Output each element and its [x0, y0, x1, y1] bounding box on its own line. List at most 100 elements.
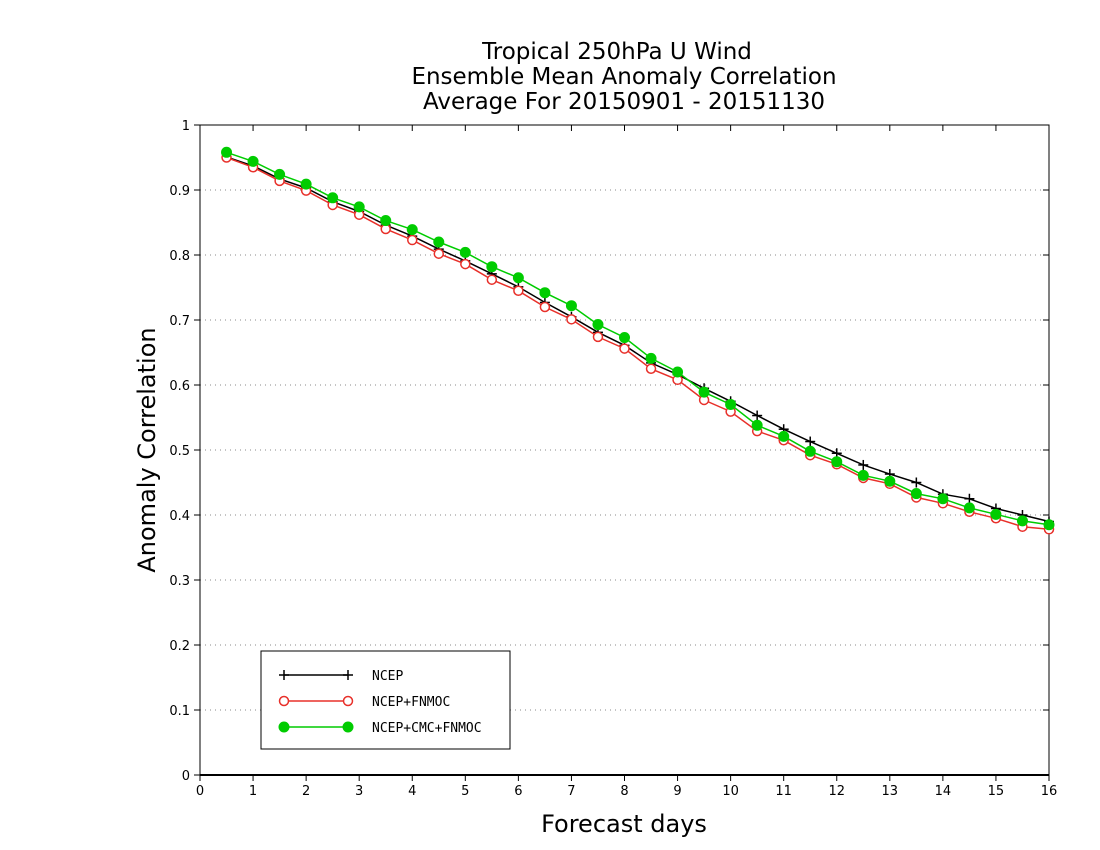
data-point: [512, 272, 524, 284]
data-point: [937, 493, 949, 505]
y-axis-title: Anomaly Correlation: [133, 327, 161, 572]
legend-label: NCEP: [372, 669, 403, 684]
data-point: [963, 502, 975, 514]
data-point: [725, 399, 737, 410]
x-tick-label: 5: [461, 784, 469, 799]
data-point: [778, 430, 790, 442]
data-point: [513, 285, 524, 296]
data-point: [380, 215, 392, 227]
legend-marker: [278, 695, 290, 707]
x-tick-label: 9: [673, 784, 681, 799]
x-tick-label: 4: [408, 784, 416, 799]
data-point: [804, 445, 816, 457]
title-line-1: Tropical 250hPa U Wind: [481, 39, 752, 65]
x-tick-label: 1: [249, 784, 257, 799]
legend: NCEP NCEP+FNMOC NCEP+CMC+FNMOC: [260, 650, 511, 750]
x-tick-label: 16: [1041, 784, 1058, 799]
series-1: [221, 152, 1055, 535]
legend-box: [260, 650, 511, 750]
data-point: [300, 178, 312, 190]
data-point: [407, 234, 418, 246]
data-point: [990, 508, 1002, 520]
legend-marker: [279, 670, 289, 680]
x-tick-label: 7: [567, 784, 575, 799]
legend-item: NCEP+CMC+FNMOC: [278, 721, 482, 736]
series-lines: [221, 146, 1055, 535]
x-tick-label: 14: [935, 784, 952, 799]
x-tick-label: 12: [828, 784, 845, 799]
data-point: [539, 287, 551, 299]
series-2: [221, 146, 1055, 531]
legend-marker: [342, 721, 354, 733]
title-line-3: Average For 20150901 - 20151130: [423, 89, 825, 115]
x-tick-label: 15: [988, 784, 1005, 799]
x-tick-label: 3: [355, 784, 363, 799]
data-point: [831, 456, 843, 468]
data-point: [805, 436, 816, 447]
data-point: [566, 314, 577, 325]
data-point: [486, 274, 498, 285]
data-point: [406, 224, 418, 236]
x-tick-label: 8: [620, 784, 628, 799]
y-tick-label: 0.7: [169, 314, 190, 329]
y-tick-label: 1: [182, 119, 190, 134]
data-point: [645, 363, 657, 374]
data-point: [752, 410, 763, 421]
data-point: [857, 469, 869, 481]
data-point: [539, 301, 551, 313]
data-point: [433, 248, 445, 259]
data-point: [353, 201, 365, 213]
data-point: [327, 192, 339, 204]
data-point: [486, 261, 498, 273]
data-point: [221, 146, 233, 158]
y-tick-label: 0: [182, 769, 190, 784]
y-tick-label: 0.5: [169, 444, 190, 459]
x-tick-label: 13: [882, 784, 899, 799]
data-point: [460, 258, 471, 270]
legend-label: NCEP+FNMOC: [372, 695, 450, 710]
data-point: [433, 236, 445, 248]
x-tick-label: 10: [722, 784, 739, 799]
data-point: [911, 477, 922, 488]
y-tick-label: 0.2: [169, 639, 190, 654]
x-tick-label: 11: [775, 784, 792, 799]
series-line: [226, 156, 1050, 531]
data-point: [619, 343, 630, 354]
data-point: [645, 352, 657, 364]
data-point: [565, 300, 577, 312]
data-point: [751, 419, 763, 431]
title-line-2: Ensemble Mean Anomaly Correlation: [411, 64, 836, 90]
chart-title: Tropical 250hPa U Wind Ensemble Mean Ano…: [411, 39, 836, 115]
legend-marker: [343, 670, 353, 680]
data-point: [459, 246, 471, 258]
y-tick-label: 0.8: [169, 249, 190, 264]
legend-item: NCEP+FNMOC: [278, 695, 450, 710]
data-point: [1043, 519, 1055, 531]
y-tick-label: 0.1: [169, 704, 190, 719]
data-point: [964, 493, 975, 504]
grid-lines: [200, 189, 1049, 711]
legend-marker: [278, 721, 290, 733]
axes: 0 0.1 0.2 0.3 0.4 0.5 0.6 0.7 0.8 0.9 10 1 2 3 4 5 6 7 8 9 1…: [169, 119, 1057, 799]
data-point: [274, 168, 286, 180]
data-point: [592, 319, 604, 331]
data-point: [247, 155, 259, 167]
data-point: [1016, 515, 1028, 527]
x-tick-label: 6: [514, 784, 522, 799]
y-tick-label: 0.9: [169, 184, 190, 199]
y-tick-label: 0.4: [169, 509, 190, 524]
data-point: [672, 366, 684, 378]
data-point: [858, 459, 869, 470]
y-tick-label: 0.6: [169, 379, 190, 394]
data-point: [619, 332, 630, 344]
legend-marker: [342, 695, 354, 707]
y-tick-label: 0.3: [169, 574, 190, 589]
data-point: [884, 475, 896, 487]
legend-label: NCEP+CMC+FNMOC: [372, 721, 482, 736]
data-point: [592, 331, 604, 343]
x-axis-title: Forecast days: [541, 810, 707, 838]
legend-item: NCEP: [279, 669, 403, 684]
data-point: [698, 386, 710, 398]
data-point: [910, 488, 922, 500]
